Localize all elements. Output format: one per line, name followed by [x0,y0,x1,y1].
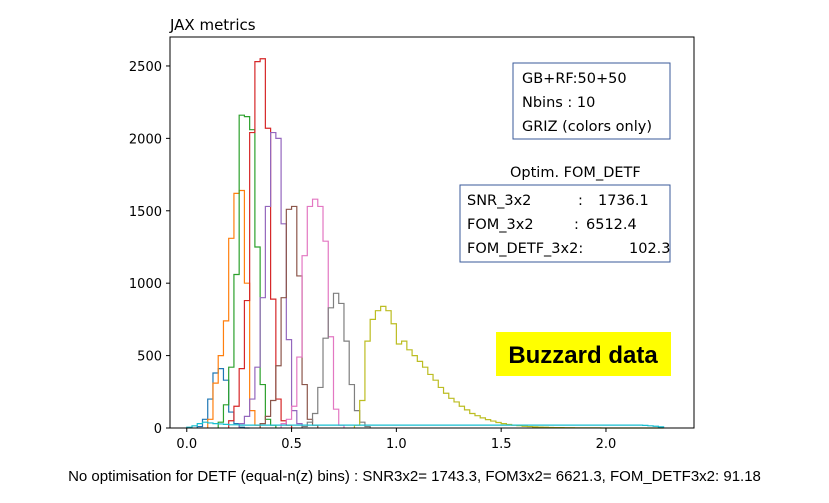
metric-sep-fom: : [574,217,579,233]
metrics-box-frame [459,184,671,263]
x-tick-label: 0.0 [176,437,197,452]
x-tick-label: 0.5 [281,437,302,452]
histogram-series-5 [238,131,303,428]
metric-value-fom: 6512.4 [586,217,637,233]
histogram-series-6 [259,205,319,428]
y-tick-label: 2000 [129,132,162,147]
histogram-series-10 [186,421,665,428]
histogram-series-layer [186,58,665,429]
chart-title: JAX metrics [169,16,256,34]
badge-text: Buzzard data [508,342,658,369]
metric-name-fom: FOM_3x2 [467,217,534,233]
y-tick-label: 1500 [129,205,162,220]
badge-background [496,332,671,376]
y-tick-label: 0 [154,422,162,437]
buzzard-badge: Buzzard data [496,332,671,376]
metric-name-snr: SNR_3x2 [467,193,531,209]
config-line-2: Nbins : 10 [522,95,595,111]
y-tick-label: 2500 [129,60,162,75]
plot-frame [169,36,695,429]
metric-sep-snr: : [578,193,583,209]
histogram-series-2 [207,189,261,428]
histogram-series-4 [228,58,293,428]
config-box-frame [512,62,671,140]
x-tick-label: 1.0 [386,437,407,452]
optim-label: Optim. FOM_DETF [510,165,641,181]
x-tick-label: 1.5 [491,437,512,452]
y-axis: 0 500 1000 1500 2000 2500 [129,60,170,437]
config-line-3: GRIZ (colors only) [522,119,652,135]
metric-value-snr: 1736.1 [598,193,649,209]
x-axis: 0.0 0.5 1.0 1.5 2.0 [176,428,616,452]
metric-name-detf: FOM_DETF_3x2: [467,241,583,257]
histogram-series-7 [280,198,345,428]
config-box: GB+RF:50+50 Nbins : 10 GRIZ (colors only… [512,62,671,140]
histogram-series-3 [217,114,277,428]
config-line-1: GB+RF:50+50 [522,71,627,87]
y-tick-label: 500 [137,350,162,365]
caption: No optimisation for DETF (equal-n(z) bin… [68,468,761,485]
metric-value-detf: 102.3 [629,241,671,257]
y-tick-label: 1000 [129,277,162,292]
x-tick-label: 2.0 [596,437,617,452]
metrics-box: SNR_3x2 : 1736.1 FOM_3x2 : 6512.4 FOM_DE… [459,184,671,263]
